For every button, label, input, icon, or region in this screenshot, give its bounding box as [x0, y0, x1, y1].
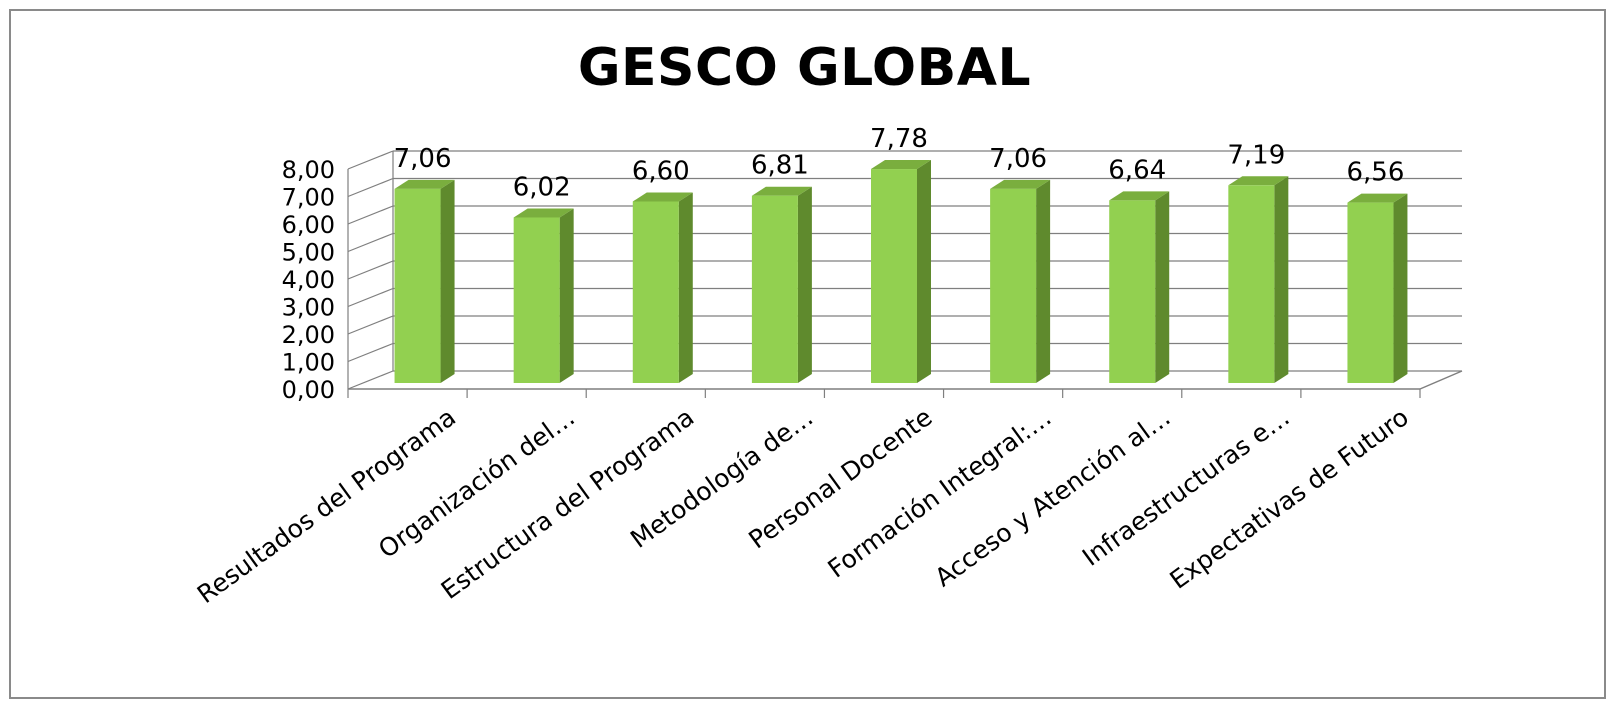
- bar: [1109, 200, 1156, 383]
- x-tick-label: Acceso y Atención al…: [930, 402, 1176, 592]
- bar: [1347, 202, 1394, 383]
- bar-top: [1228, 176, 1289, 186]
- data-label: 6,02: [513, 172, 571, 202]
- y-tick-label: 7,00: [282, 184, 335, 212]
- data-label: 6,64: [1108, 155, 1166, 185]
- gridline-depth: [347, 315, 394, 335]
- bar: [990, 188, 1037, 383]
- bar-top: [1347, 193, 1408, 203]
- bar-side: [1155, 191, 1170, 383]
- y-tick-label: 1,00: [282, 349, 335, 377]
- bar-top: [751, 186, 812, 196]
- bar-side: [1393, 193, 1408, 383]
- y-tick-label: 0,00: [282, 376, 335, 404]
- gridline-depth: [347, 177, 394, 198]
- data-label: 6,81: [751, 151, 809, 181]
- x-tick-label: Formación Integral:…: [823, 402, 1057, 583]
- data-label: 7,06: [394, 144, 452, 174]
- gridline-depth: [347, 205, 394, 225]
- y-tick-label: 6,00: [282, 211, 335, 239]
- bar-side: [1036, 179, 1051, 383]
- gridline-depth: [347, 287, 394, 308]
- x-tick-label: Organización del…: [373, 402, 580, 564]
- bar-side: [559, 208, 574, 383]
- data-label: 6,60: [632, 157, 690, 187]
- data-label: 7,78: [870, 124, 928, 154]
- bar-side: [1274, 176, 1289, 383]
- floor-right-edge: [1419, 370, 1463, 390]
- data-label: 7,19: [1227, 140, 1285, 170]
- bar: [513, 217, 560, 383]
- bar: [871, 169, 917, 383]
- bar-side: [678, 192, 693, 383]
- bar-side: [917, 160, 931, 383]
- chart-title: GESCO GLOBAL: [577, 38, 1032, 98]
- y-tick-label: 3,00: [282, 294, 335, 322]
- bar-top: [513, 208, 574, 218]
- gridline-depth: [347, 260, 394, 280]
- y-tick-label: 2,00: [282, 321, 335, 349]
- bar: [632, 201, 679, 383]
- gridline-depth: [347, 232, 394, 253]
- gridline-depth: [347, 342, 394, 363]
- gridline-depth: [347, 370, 394, 390]
- y-tick-label: 5,00: [282, 239, 335, 267]
- data-label: 7,06: [989, 144, 1047, 174]
- bar-side: [797, 186, 812, 383]
- bar-top: [871, 160, 931, 170]
- bar: [394, 188, 441, 383]
- y-tick-label: 4,00: [282, 266, 335, 294]
- bar-top: [990, 179, 1051, 189]
- y-tick-label: 8,00: [282, 156, 335, 184]
- bar-top: [632, 192, 693, 202]
- bar-top: [394, 179, 455, 189]
- bar-side: [440, 179, 455, 383]
- x-tick-label: Infraestructuras e…: [1077, 402, 1295, 571]
- data-label: 6,56: [1346, 158, 1404, 188]
- bar: [1228, 185, 1275, 383]
- bar: [751, 195, 798, 383]
- bar-top: [1109, 191, 1170, 201]
- x-tick-label: Expectativas de Futuro: [1165, 402, 1414, 594]
- gridline-depth: [347, 150, 394, 170]
